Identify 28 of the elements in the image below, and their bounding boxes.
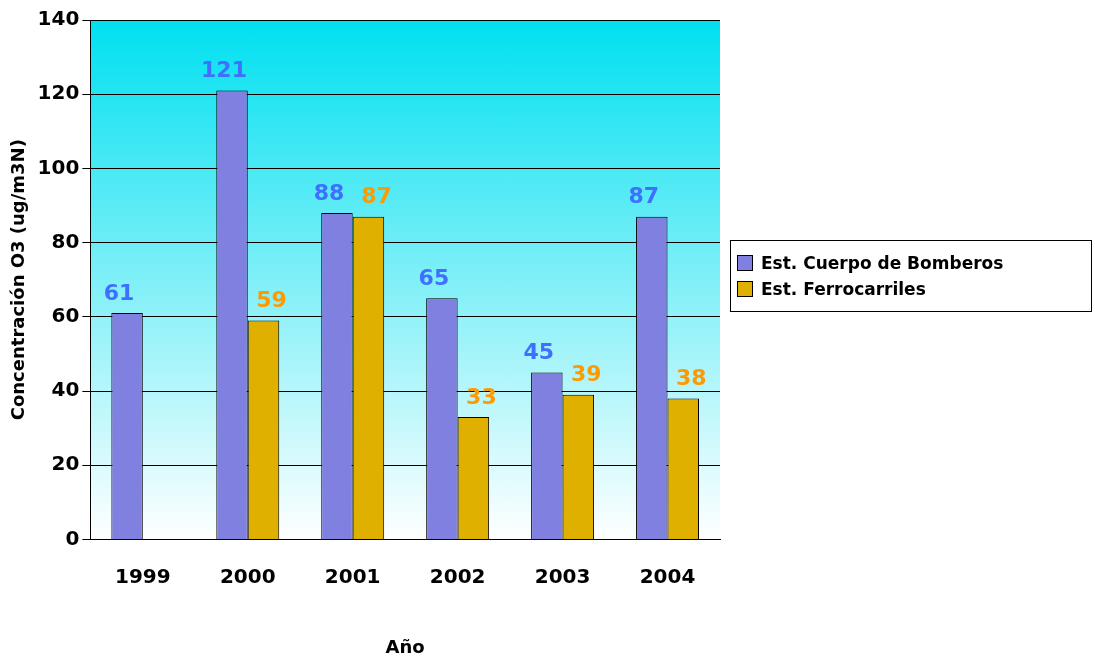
x-tick-label: 2002 bbox=[429, 563, 486, 588]
y-tick-label: 120 bbox=[37, 80, 80, 105]
y-tick-label: 0 bbox=[65, 525, 80, 550]
data-label: 87 bbox=[628, 183, 660, 209]
x-tick-label: 2001 bbox=[324, 563, 381, 588]
x-tick-label: 2004 bbox=[639, 563, 696, 588]
data-label: 59 bbox=[256, 287, 287, 313]
data-label: 45 bbox=[523, 339, 555, 365]
x-axis-title: Año bbox=[385, 635, 425, 657]
y-tick-label: 140 bbox=[37, 6, 80, 31]
data-label: 121 bbox=[201, 57, 247, 83]
text: Est. Cuerpo de Bomberos bbox=[761, 253, 1004, 273]
legend-label: Est. Ferrocarriles bbox=[761, 279, 926, 299]
y-tick-label: 60 bbox=[51, 303, 80, 327]
y-tick-label: 40 bbox=[51, 377, 80, 402]
y-tick-label: 20 bbox=[51, 451, 80, 476]
data-label: 38 bbox=[675, 365, 707, 391]
data-label: 39 bbox=[571, 361, 602, 387]
data-label: 61 bbox=[103, 279, 135, 305]
data-label: 88 bbox=[313, 179, 345, 205]
data-label: 87 bbox=[361, 183, 392, 209]
x-tick-label: 2000 bbox=[219, 563, 276, 588]
x-tick-label: 2003 bbox=[534, 563, 591, 588]
data-label: 65 bbox=[418, 264, 450, 290]
x-tick-label: 1999 bbox=[114, 563, 171, 588]
y-tick-label: 100 bbox=[37, 154, 80, 179]
y-axis-title: Concentración O3 (ug/m3N) bbox=[7, 139, 29, 421]
y-tick-label: 80 bbox=[51, 228, 80, 253]
